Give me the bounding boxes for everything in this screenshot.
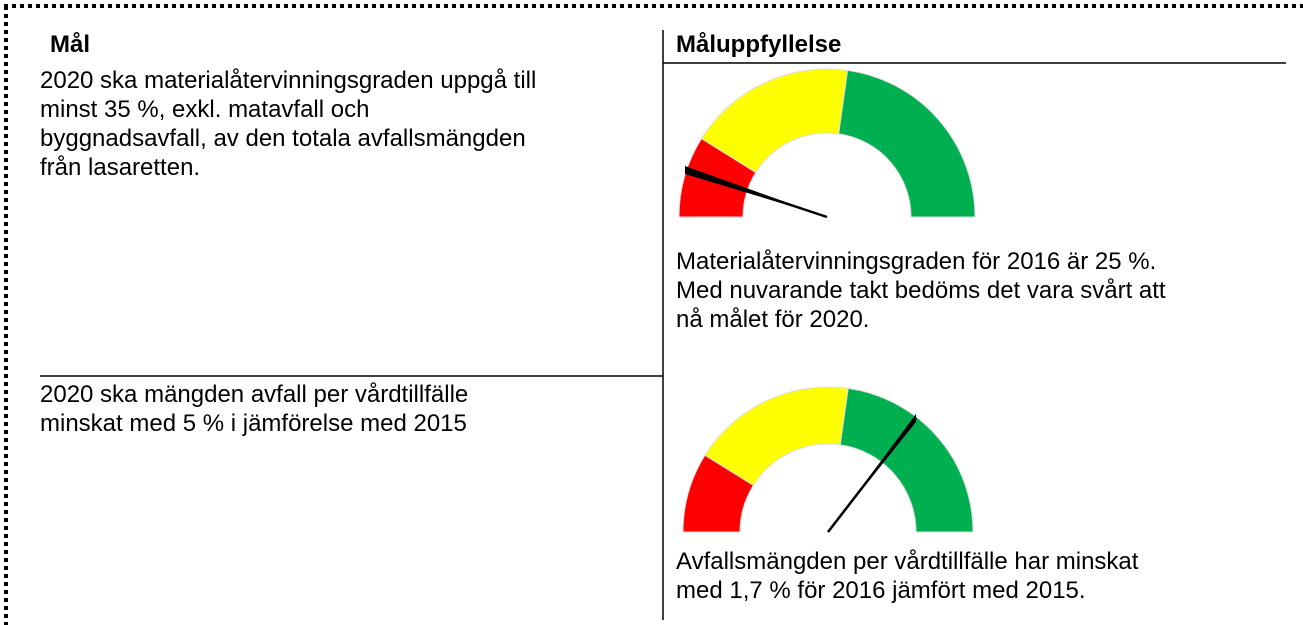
header-status: Måluppfyllelse <box>676 31 842 58</box>
gauge-segment <box>839 387 974 533</box>
gauge-needle-line <box>827 417 917 533</box>
goal-line: 2020 ska mängden avfall per vårdtillfäll… <box>40 381 469 408</box>
goal-line: byggnadsavfall, av den totala avfallsmän… <box>40 125 526 152</box>
status-line: Avfallsmängden per vårdtillfälle har min… <box>676 548 1139 575</box>
goal-line: från lasaretten. <box>40 154 201 181</box>
status-line: Materialåtervinningsgraden för 2016 är 2… <box>676 248 1157 275</box>
goal-line: 2020 ska materialåtervinningsgraden uppg… <box>40 67 537 94</box>
goal-line: minskat med 5 % i jämförelse med 2015 <box>40 410 467 437</box>
gauge-segment <box>838 69 976 218</box>
goal-line: minst 35 %, exkl. matavfall och <box>40 96 370 123</box>
header-goal: Mål <box>50 31 91 58</box>
status-line: nå målet för 2020. <box>676 306 870 333</box>
gauge-needle-line <box>684 168 828 219</box>
status-line: med 1,7 % för 2016 jämfört med 2015. <box>676 577 1086 604</box>
status-line: Med nuvarande takt bedöms det vara svårt… <box>676 277 1166 304</box>
